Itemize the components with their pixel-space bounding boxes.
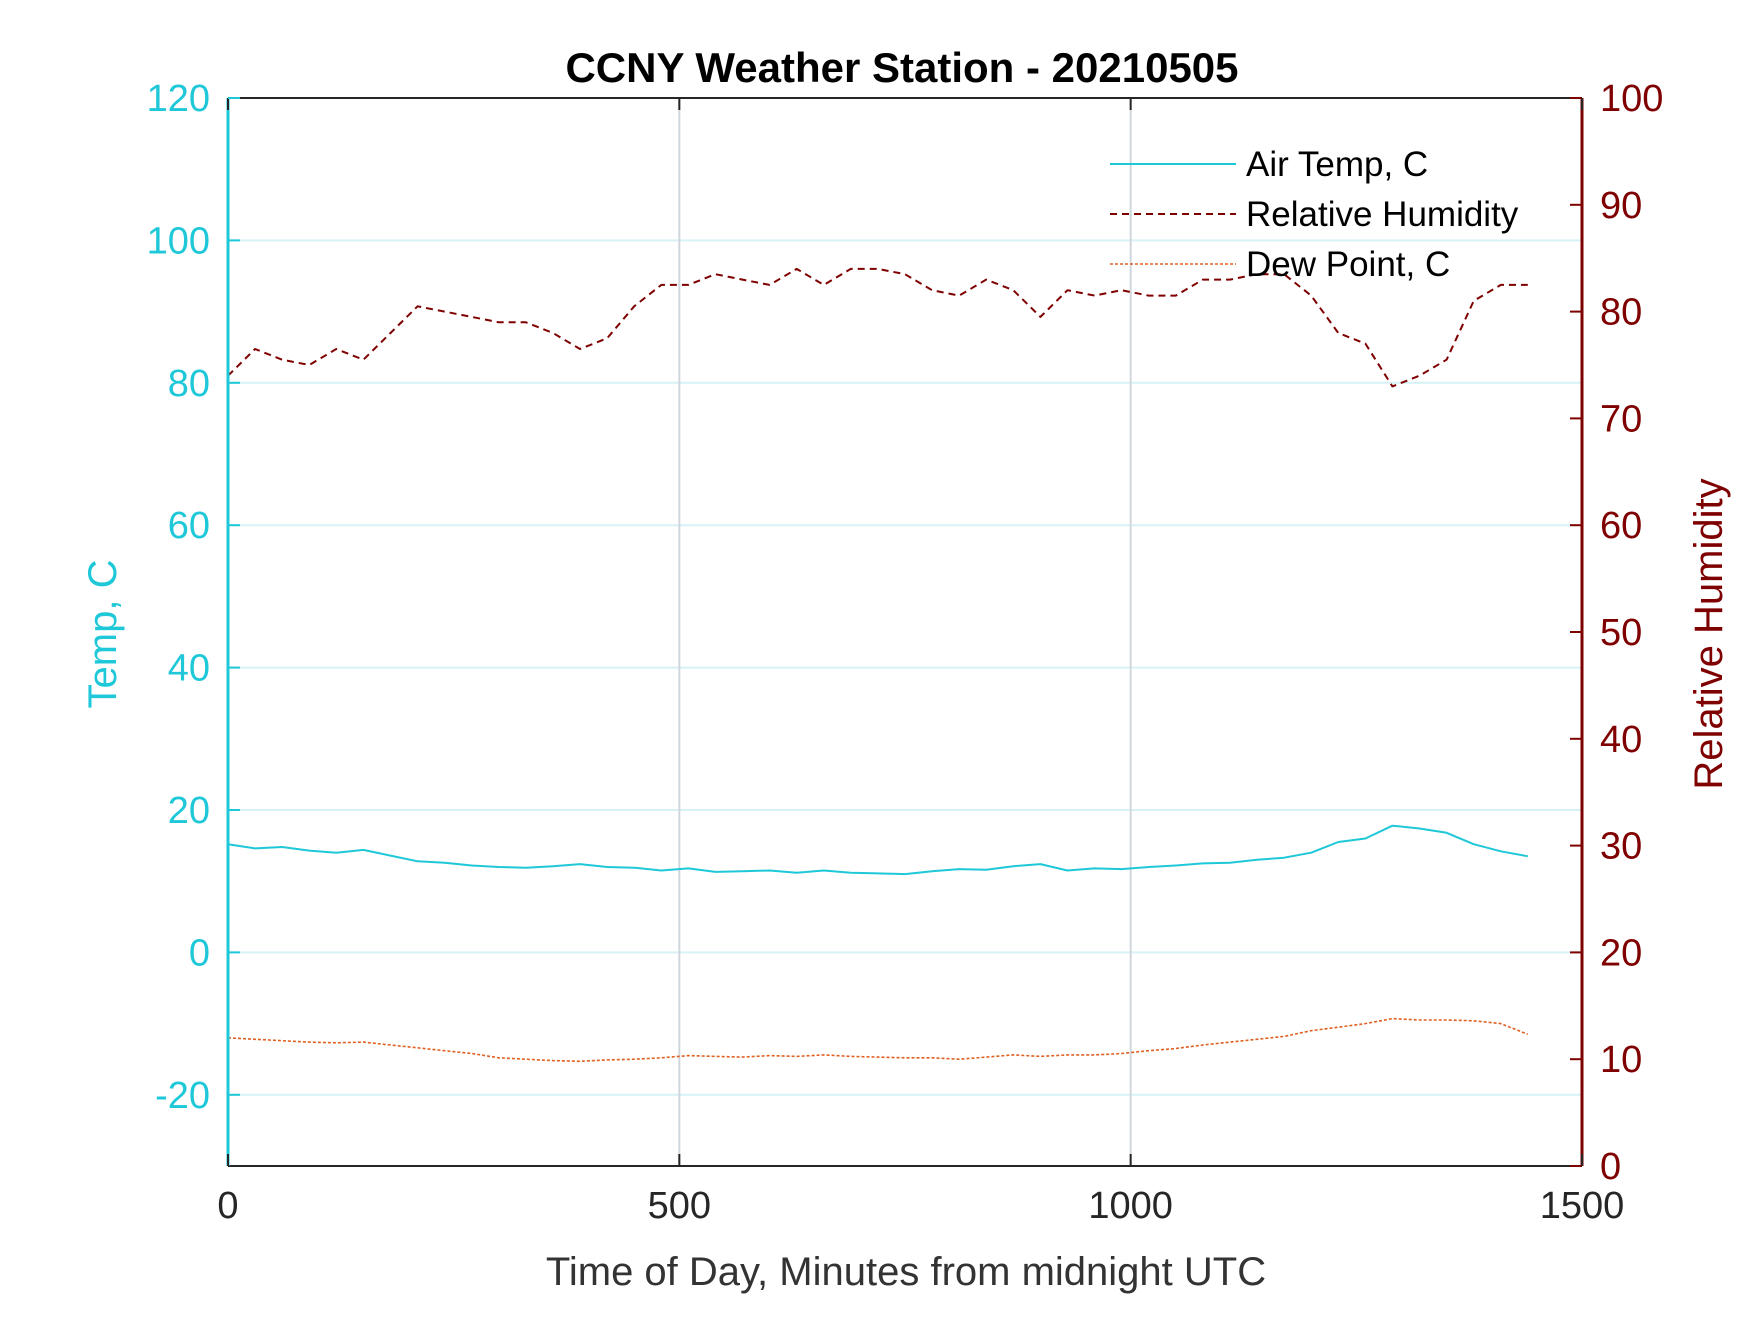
y-right-tick-label: 0	[1600, 1146, 1621, 1188]
y-left-tick-label: -20	[155, 1075, 210, 1117]
y-right-tick-label: 90	[1600, 185, 1642, 227]
y-right-tick-label: 10	[1600, 1039, 1642, 1081]
series-line-1	[227, 267, 1528, 388]
y-axis-left-label: Temp, C	[81, 560, 125, 709]
series-line-0	[227, 824, 1528, 876]
x-axis-label: Time of Day, Minutes from midnight UTC	[546, 1250, 1266, 1294]
y-left-tick-label: 40	[168, 648, 210, 690]
legend: Air Temp, C Relative Humidity Dew Point, C	[1110, 145, 1519, 284]
grid-layer	[228, 98, 1582, 1166]
y-right-tick-label: 30	[1600, 826, 1642, 868]
y-right-tick-label: 40	[1600, 719, 1642, 761]
y-right-tick-label: 70	[1600, 398, 1642, 440]
x-tick-label: 0	[217, 1185, 238, 1227]
x-tick-label: 1000	[1088, 1185, 1173, 1227]
y-right-tick-label: 20	[1600, 932, 1642, 974]
y-left-tick-label: 120	[147, 78, 210, 120]
legend-label-1: Relative Humidity	[1246, 195, 1519, 234]
y-right-tick-label: 100	[1600, 78, 1663, 120]
y-right-tick-label: 60	[1600, 505, 1642, 547]
y-left-tick-label: 20	[168, 790, 210, 832]
y-left-tick-label: 0	[189, 932, 210, 974]
chart-title: CCNY Weather Station - 20210505	[565, 44, 1238, 91]
y-left-tick-label: 80	[168, 363, 210, 405]
y-right-tick-label: 50	[1600, 612, 1642, 654]
y-right-tick-label: 80	[1600, 292, 1642, 334]
legend-label-0: Air Temp, C	[1246, 145, 1428, 184]
axes-layer: 0 500 1000 1500 -20 0 20 40 60 80 100 120 0 10 20 30 40 5…	[147, 78, 1664, 1227]
y-left-tick-label: 100	[147, 220, 210, 262]
y-axis-right-label: Relative Humidity	[1687, 478, 1731, 789]
series-line-2	[227, 1017, 1529, 1063]
y-left-tick-label: 60	[168, 505, 210, 547]
x-tick-label: 1500	[1540, 1185, 1625, 1227]
legend-label-2: Dew Point, C	[1246, 245, 1450, 284]
x-tick-label: 500	[648, 1185, 711, 1227]
series-layer	[227, 267, 1529, 1063]
